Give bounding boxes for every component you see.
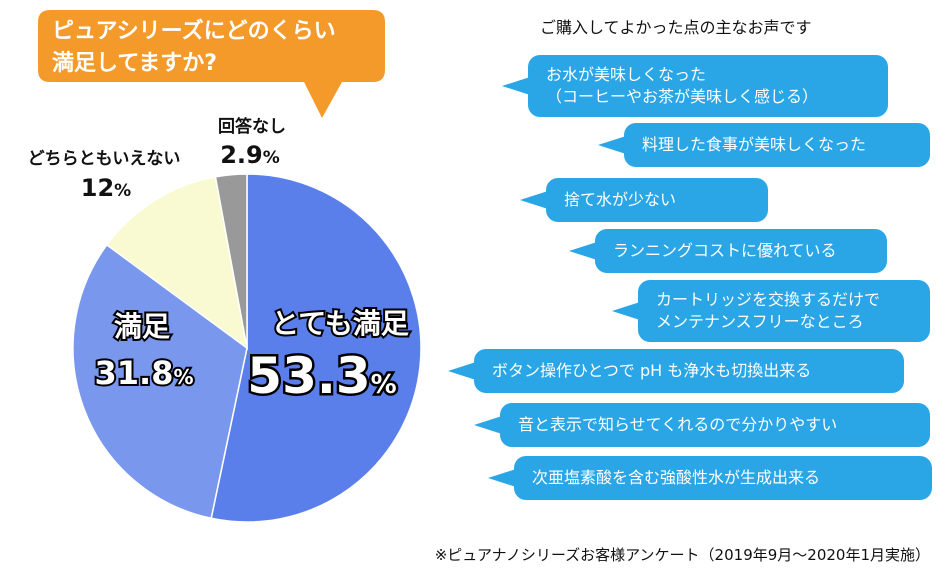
pie-slices xyxy=(72,173,422,523)
voice-text: ボタン操作ひとつで pH も浄水も切換出来る xyxy=(492,361,812,380)
voice-text: 音と表示で知らせてくれるので分かりやすい xyxy=(518,415,838,434)
voice-bubble: 音と表示で知らせてくれるので分かりやすい xyxy=(474,403,930,447)
voice-bubble: 捨て水が少ない xyxy=(520,178,768,222)
survey-footnote: ※ピュアナノシリーズお客様アンケート（2019年9月～2020年1月実施） xyxy=(434,546,930,564)
value-very-satisfied: 53.3% xyxy=(247,347,396,405)
voice-bubble: 料理した食事が美味しくなった xyxy=(598,123,930,167)
voice-bubble: 次亜塩素酸を含む強酸性水が生成出来る xyxy=(488,456,932,500)
voice-text: お水が美味しくなった xyxy=(546,65,707,84)
voice-text: メンテナンスフリーなところ xyxy=(656,312,864,331)
value-satisfied: 31.8% xyxy=(95,354,194,392)
label-satisfied: 満足 xyxy=(114,310,170,343)
pie-slice-neutral xyxy=(105,176,249,350)
voices-title: ご購入してよかった点の主なお声です xyxy=(540,18,812,37)
pie-slice-very-satisfied xyxy=(210,173,422,523)
callout-shape xyxy=(38,10,385,118)
voice-bubble: ボタン操作ひとつで pH も浄水も切換出来る xyxy=(448,349,904,393)
label-very-satisfied: とても満足 xyxy=(271,307,409,340)
label-no-answer: 回答なし xyxy=(218,116,286,137)
value-neutral: 12% xyxy=(81,174,131,202)
voice-text: ランニングコストに優れている xyxy=(613,241,837,260)
voice-text: 次亜塩素酸を含む強酸性水が生成出来る xyxy=(532,468,821,487)
pie-slice-no-answer xyxy=(214,173,248,349)
question-line-2: 満足してますか? xyxy=(52,50,217,76)
voice-bubble: ランニングコストに優れている xyxy=(569,229,887,273)
pie-slice-satisfied xyxy=(72,243,248,520)
question-line-1: ピュアシリーズにどのくらい xyxy=(52,18,336,44)
voice-bubble: お水が美味しくなった （コーヒーやお茶が美味しく感じる） xyxy=(502,55,888,117)
value-no-answer: 2.9% xyxy=(220,141,280,169)
voice-text: 捨て水が少ない xyxy=(564,190,677,209)
voice-text: 料理した食事が美味しくなった xyxy=(642,135,867,154)
question-callout: ピュアシリーズにどのくらい 満足してますか? xyxy=(38,10,385,118)
voice-bubble: カートリッジを交換するだけで メンテナンスフリーなところ xyxy=(612,280,930,342)
voice-text: （コーヒーやお茶が美味しく感じる） xyxy=(546,87,819,106)
label-neutral: どちらともいえない xyxy=(28,149,181,169)
voice-text: カートリッジを交換するだけで xyxy=(656,290,881,309)
